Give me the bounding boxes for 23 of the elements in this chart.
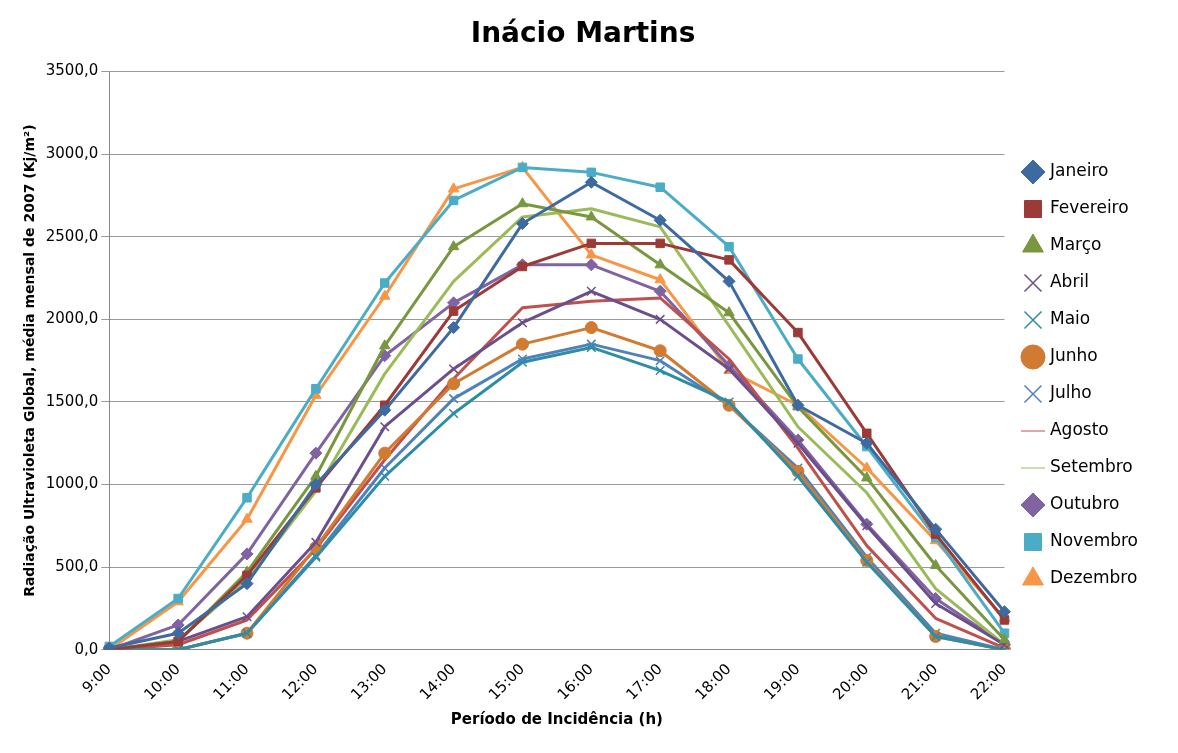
y-tick-label: 2500,0	[45, 226, 99, 245]
legend-label: Junho	[1049, 345, 1098, 366]
y-tick-label: 3500,0	[45, 61, 99, 80]
y-tick-label: 3000,0	[45, 144, 99, 163]
y-tick-label: 1000,0	[45, 474, 99, 493]
chart-title: Inácio Martins	[470, 16, 696, 50]
legend-label: Maio	[1050, 308, 1091, 329]
legend-label: Janeiro	[1049, 160, 1109, 181]
legend-label: Agosto	[1050, 419, 1109, 440]
legend-label: Setembro	[1050, 456, 1133, 477]
legend-label: Fevereiro	[1050, 197, 1129, 218]
y-tick-label: 0,0	[74, 639, 99, 658]
y-tick-label: 1500,0	[45, 391, 99, 410]
x-axis-title: Período de Incidência (h)	[450, 709, 663, 728]
legend-label: Abril	[1050, 271, 1089, 292]
legend-label: Março	[1050, 234, 1102, 255]
legend-label: Dezembro	[1050, 567, 1138, 588]
legend-label: Julho	[1049, 382, 1092, 403]
legend-label: Outubro	[1050, 493, 1120, 514]
y-axis-title: Radiação Ultravioleta Global, média mensal de 2007 (Kj/m²)	[21, 124, 38, 597]
y-tick-label: 2000,0	[45, 309, 99, 328]
legend-label: Novembro	[1050, 530, 1139, 551]
y-tick-label: 500,0	[55, 557, 99, 576]
